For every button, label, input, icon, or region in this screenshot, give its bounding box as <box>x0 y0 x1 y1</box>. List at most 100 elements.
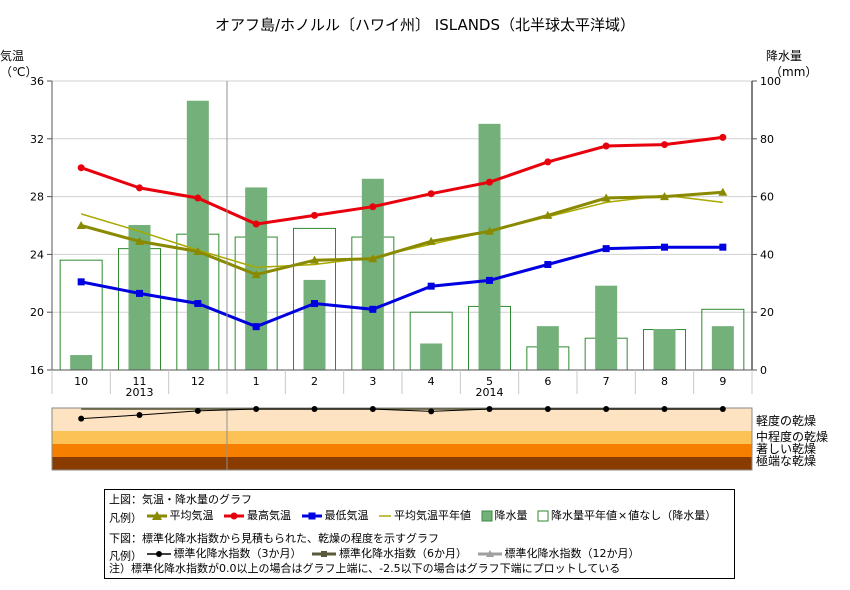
y-right-unit: （mm） <box>770 65 817 79</box>
y-right-tick-label-100: 100 <box>760 75 781 88</box>
precip-swatch-icon <box>481 510 492 521</box>
x-tick-label-6: 4 <box>428 375 435 388</box>
temp-max-point-11 <box>719 133 727 141</box>
dryness-band-0 <box>52 408 752 431</box>
y-left-label: 気温 <box>0 48 24 63</box>
temp-avg-line <box>80 190 723 277</box>
temp-max-point-2 <box>194 194 202 202</box>
temp-avg-point-10 <box>660 192 669 201</box>
legend-note: 注）標準化降水指数が0.0以上の場合はグラフ上端に、-2.5以下の場合はグラフ下… <box>109 562 621 575</box>
spi12-marker-icon <box>477 549 502 557</box>
precip-bar-0 <box>70 355 93 371</box>
precip-bar-3 <box>245 187 268 371</box>
legend-spi6-label: 標準化降水指数（6か月） <box>339 547 467 560</box>
precip-bar-11 <box>711 326 734 371</box>
temp-min-point-7 <box>486 276 493 284</box>
spi3-point-7 <box>486 406 493 412</box>
temp-min-point-3 <box>252 323 260 331</box>
legend-upper-title: 上図：気温・降水量のグラフ <box>109 493 252 506</box>
legend-item-precip: 降水量 <box>481 508 528 523</box>
temp-max-point-6 <box>427 190 435 198</box>
year-label-2013: 2013 <box>126 386 154 399</box>
legend-item-precip-normal: 降水量平年値 × 値なし（降水量） <box>537 508 716 523</box>
x-tick-label-1: 11 <box>133 375 147 388</box>
legend-item-spi12: 標準化降水指数（12か月） <box>477 546 640 561</box>
y-left-tick-label-24: 24 <box>30 248 44 261</box>
y-right-tick-label-0: 0 <box>760 364 767 377</box>
legend-line-upper: 上図：気温・降水量のグラフ <box>109 492 252 507</box>
legend-lower-title: 下図：標準化降水指数から見積もられた、乾燥の程度を示すグラフ <box>109 532 439 545</box>
spi3-point-5 <box>369 406 376 412</box>
temp-max-point-7 <box>486 178 493 186</box>
plot-area <box>52 81 752 370</box>
spi3-point-8 <box>544 406 551 412</box>
spi3-point-9 <box>603 406 610 412</box>
spi3-line <box>81 408 723 420</box>
legend-item-spi3: 標準化降水指数（3か月） <box>146 546 302 561</box>
temp-avg-point-7 <box>485 226 494 235</box>
temp-min-point-6 <box>427 282 435 290</box>
temp-max-point-10 <box>661 141 668 149</box>
temp-max-point-3 <box>252 220 260 228</box>
legend-min-temp-label: 最低気温 <box>324 509 369 522</box>
y-right-label: 降水量 <box>766 49 802 63</box>
legend-row-upper: 凡例） 平均気温 最高気温 最低気温 <box>109 508 722 526</box>
spi3-point-11 <box>719 406 726 412</box>
legend-hanrei-2: 凡例） <box>109 549 142 563</box>
x-tick-label-5: 3 <box>369 375 376 388</box>
precip-bar-4 <box>303 279 326 371</box>
legend-avg-temp-label: 平均気温 <box>169 509 214 522</box>
y-left-tick-label-32: 32 <box>30 133 44 146</box>
y-right-tick-label-20: 20 <box>760 306 774 319</box>
x-tick-label-11: 9 <box>719 375 726 388</box>
temp-min-point-8 <box>544 261 552 269</box>
legend-line-note: 注）標準化降水指数が0.0以上の場合はグラフ上端に、-2.5以下の場合はグラフ下… <box>109 561 620 576</box>
temp-avg-point-1 <box>135 236 144 245</box>
temp-avg-point-0 <box>76 221 86 229</box>
legend-line-lower: 下図：標準化降水指数から見積もられた、乾燥の程度を示すグラフ <box>109 531 439 546</box>
temp-avg-point-9 <box>601 193 611 202</box>
temp-avg-point-3 <box>251 270 261 279</box>
precip-bar-8 <box>536 326 559 371</box>
temp-min-point-11 <box>719 243 727 251</box>
avg-temp-marker-icon <box>146 510 167 520</box>
temp-min-point-5 <box>369 305 377 313</box>
temp-max-point-9 <box>602 142 610 150</box>
temp-avg-point-8 <box>543 210 553 219</box>
temp-min-point-0 <box>77 278 85 286</box>
precip-bar-9 <box>595 285 618 371</box>
legend-no-value-mark: × <box>618 509 628 522</box>
spi3-marker-icon <box>146 550 171 557</box>
x-tick-label-8: 6 <box>544 375 551 388</box>
temp-avg-point-2 <box>193 247 203 256</box>
precip-bar-6 <box>420 343 443 371</box>
temp-max-line <box>80 135 723 226</box>
temp-avg-point-6 <box>426 236 436 245</box>
chart-title: オアフ島/ホノルル〔ハワイ州〕 ISLANDS（北半球太平洋域） <box>215 16 635 34</box>
legend-max-temp-label: 最高気温 <box>247 509 291 522</box>
temp-min-point-1 <box>136 289 143 297</box>
min-temp-marker-icon <box>301 512 322 519</box>
max-temp-marker-icon <box>224 512 244 519</box>
legend-item-avg-normal: 平均気温平年値 <box>378 508 471 523</box>
temp-min-point-2 <box>194 300 202 308</box>
dryness-band-label-0: 軽度の乾燥 <box>756 413 816 428</box>
spi-frame <box>51 407 753 471</box>
dryness-band-2 <box>52 444 752 457</box>
legend-item-max-temp: 最高気温 <box>223 508 291 523</box>
dryness-band-label-1: 中程度の乾燥 <box>756 429 828 444</box>
dryness-band-label-3: 極端な乾燥 <box>756 453 816 468</box>
legend-spi12-label: 標準化降水指数（12か月） <box>504 547 640 560</box>
legend-row-lower: 凡例） 標準化降水指数（3か月） 標準化降水指数（6か月） <box>109 546 646 564</box>
legend-precip-normal-label: 降水量平年値 <box>551 509 617 522</box>
temp-min-point-10 <box>661 243 668 251</box>
temp-max-point-0 <box>77 164 85 172</box>
precip-normal-swatch-icon <box>537 510 549 521</box>
precip-bar-10 <box>653 329 676 371</box>
spi3-point-0 <box>78 415 85 422</box>
temp-avg-point-11 <box>718 187 728 196</box>
spi3-point-1 <box>136 412 143 418</box>
spi6-marker-icon <box>312 550 336 557</box>
y-left-tick-label-20: 20 <box>30 306 44 319</box>
temp-max-point-5 <box>369 203 377 211</box>
